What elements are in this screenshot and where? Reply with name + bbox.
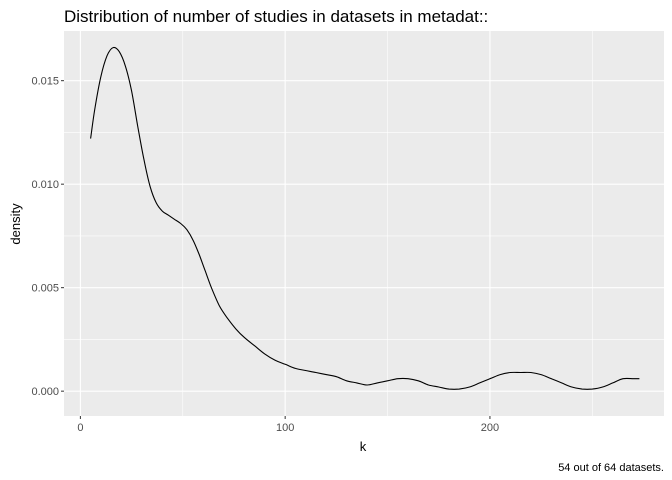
density-curve [90,46,640,390]
y-axis: 0.000 0.005 0.010 0.015 [31,76,64,398]
chart-caption: 54 out of 64 datasets. [558,462,664,474]
plot-panel [64,31,664,416]
major-gridlines [64,31,664,416]
x-axis: 0 100 200 [77,416,499,434]
y-axis-title: density [8,203,23,245]
y-tick-label: 0.005 [31,283,59,295]
minor-gridlines [64,31,664,416]
y-tick-label: 0.010 [31,179,59,191]
x-axis-title: k [360,439,367,454]
chart-title: Distribution of number of studies in dat… [64,7,488,26]
y-tick-label: 0.015 [31,76,59,88]
y-tick-label: 0.000 [31,386,59,398]
x-tick-label: 100 [276,422,294,434]
x-tick-label: 0 [77,422,83,434]
x-tick-label: 200 [481,422,499,434]
